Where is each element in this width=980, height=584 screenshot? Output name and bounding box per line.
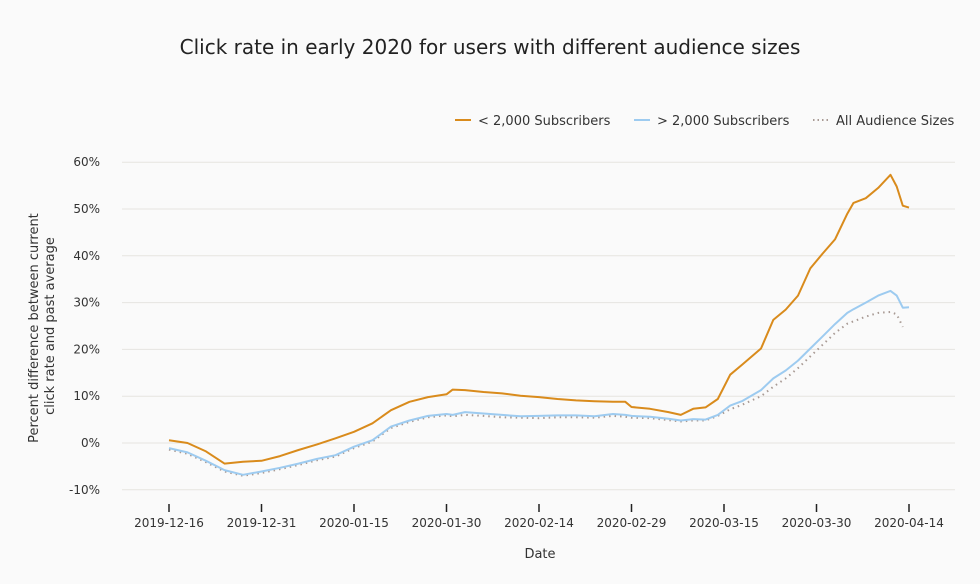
y-axis-label-line-2: click rate and past average xyxy=(43,237,58,415)
x-tick-label: 2019-12-16 xyxy=(134,516,204,530)
x-tick-label: 2020-01-30 xyxy=(412,516,482,530)
x-axis: 2019-12-16 2019-12-31 2020-01-15 2020-01-30… xyxy=(134,504,944,530)
x-tick-label: 2020-02-14 xyxy=(504,516,574,530)
y-axis-label-line-1: Percent difference between current xyxy=(27,213,42,443)
legend-label: < 2,000 Subscribers xyxy=(478,114,611,129)
x-tick-label: 2020-02-29 xyxy=(597,516,667,530)
x-tick-label: 2019-12-31 xyxy=(227,516,297,530)
y-tick-label: 10% xyxy=(73,389,100,403)
legend-label: All Audience Sizes xyxy=(836,114,954,129)
series-line-0 xyxy=(168,173,910,465)
series-line-1 xyxy=(168,289,910,476)
x-tick-label: 2020-03-15 xyxy=(689,516,759,530)
y-tick-label: 30% xyxy=(73,296,100,310)
y-tick-label: 0% xyxy=(81,436,100,450)
series-lines xyxy=(168,173,910,477)
x-tick-label: 2020-04-14 xyxy=(874,516,944,530)
x-tick-label: 2020-03-30 xyxy=(782,516,852,530)
y-tick-label: 50% xyxy=(73,202,100,216)
gridlines xyxy=(122,161,955,491)
y-tick-label: 40% xyxy=(73,249,100,263)
x-tick-label: 2020-01-15 xyxy=(319,516,389,530)
legend: < 2,000 Subscribers > 2,000 Subscribers Al… xyxy=(455,114,954,129)
y-axis-label: Percent difference between current click… xyxy=(27,209,58,443)
y-tick-label: 60% xyxy=(73,155,100,169)
y-tick-label: -10% xyxy=(69,483,100,497)
y-tick-label: 20% xyxy=(73,342,100,356)
series-line-2 xyxy=(168,311,904,477)
y-axis: -10% 0% 10% 20% 30% 40% 50% 60% xyxy=(69,155,100,497)
x-axis-label: Date xyxy=(524,547,555,562)
chart-title: Click rate in early 2020 for users with … xyxy=(180,35,801,59)
legend-label: > 2,000 Subscribers xyxy=(657,114,790,129)
